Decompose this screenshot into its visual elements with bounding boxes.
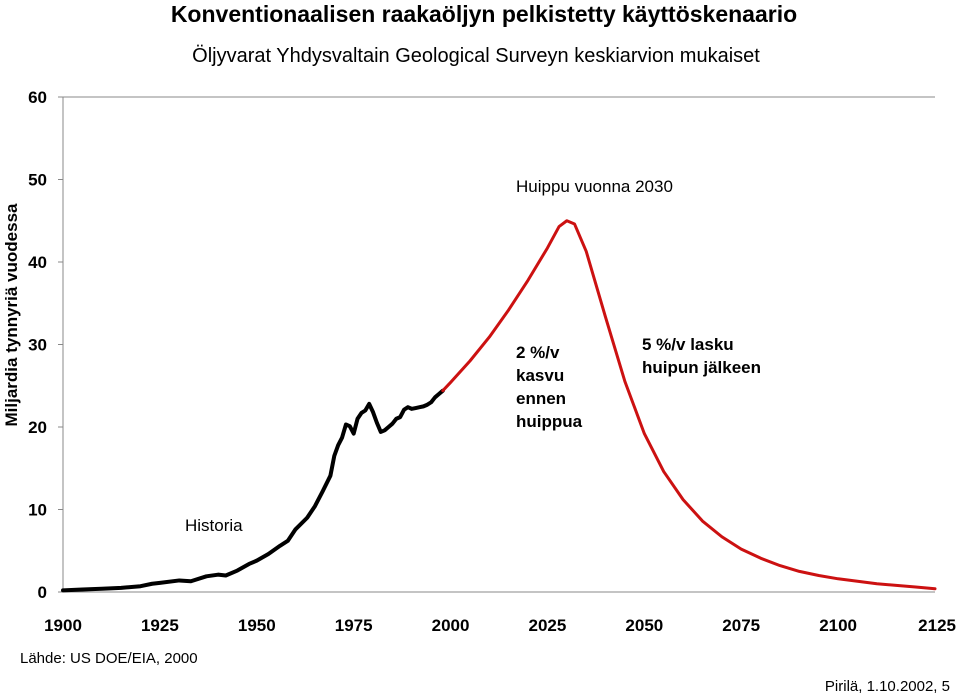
- x-tick-label: 2075: [722, 616, 760, 635]
- annotation-growth-line-4: huippua: [516, 412, 583, 431]
- y-axis-label: Miljardia tynnyriä vuodessa: [2, 203, 21, 427]
- x-tick-labels: 1900 1925 1950 1975 2000 2025 2050 2075 2100 2125: [44, 616, 956, 635]
- x-tick-label: 1925: [141, 616, 179, 635]
- y-tick-labels: 0 10 20 30 40 50 60: [28, 88, 63, 602]
- y-tick-label: 0: [38, 583, 47, 602]
- annotation-growth-line-2: kasvu: [516, 366, 564, 385]
- annotation-peak: Huippu vuonna 2030: [516, 177, 673, 196]
- x-tick-label: 2100: [819, 616, 857, 635]
- annotation-history: Historia: [185, 516, 243, 535]
- y-tick-label: 30: [28, 336, 47, 355]
- annotation-growth-line-3: ennen: [516, 389, 566, 408]
- x-tick-label: 2025: [529, 616, 567, 635]
- chart-title: Konventionaalisen raakaöljyn pelkistetty…: [171, 1, 797, 27]
- series-line-forecast: [441, 219, 937, 591]
- y-tick-label: 50: [28, 171, 47, 190]
- annotation-decline-line-1: 5 %/v lasku: [642, 335, 734, 354]
- x-tick-label: 2125: [918, 616, 956, 635]
- annotation-decline: 5 %/v lasku huipun jälkeen: [642, 335, 761, 377]
- series-lines: [61, 219, 937, 593]
- x-tick-label: 1950: [238, 616, 276, 635]
- y-tick-label: 60: [28, 88, 47, 107]
- annotation-decline-line-2: huipun jälkeen: [642, 358, 761, 377]
- x-tick-label: 2000: [432, 616, 470, 635]
- source-note: Lähde: US DOE/EIA, 2000: [20, 650, 198, 667]
- chart-subtitle: Öljyvarat Yhdysvaltain Geological Survey…: [192, 45, 760, 67]
- series-line-history: [61, 388, 445, 593]
- footer-note: Pirilä, 1.10.2002, 5: [825, 678, 950, 695]
- annotation-growth: 2 %/v kasvu ennen huippua: [516, 343, 583, 431]
- y-tick-label: 20: [28, 418, 47, 437]
- x-tick-label: 1975: [335, 616, 373, 635]
- y-tick-label: 40: [28, 253, 47, 272]
- x-tick-label: 2050: [625, 616, 663, 635]
- annotation-growth-line-1: 2 %/v: [516, 343, 560, 362]
- y-tick-label: 10: [28, 501, 47, 520]
- x-tick-label: 1900: [44, 616, 82, 635]
